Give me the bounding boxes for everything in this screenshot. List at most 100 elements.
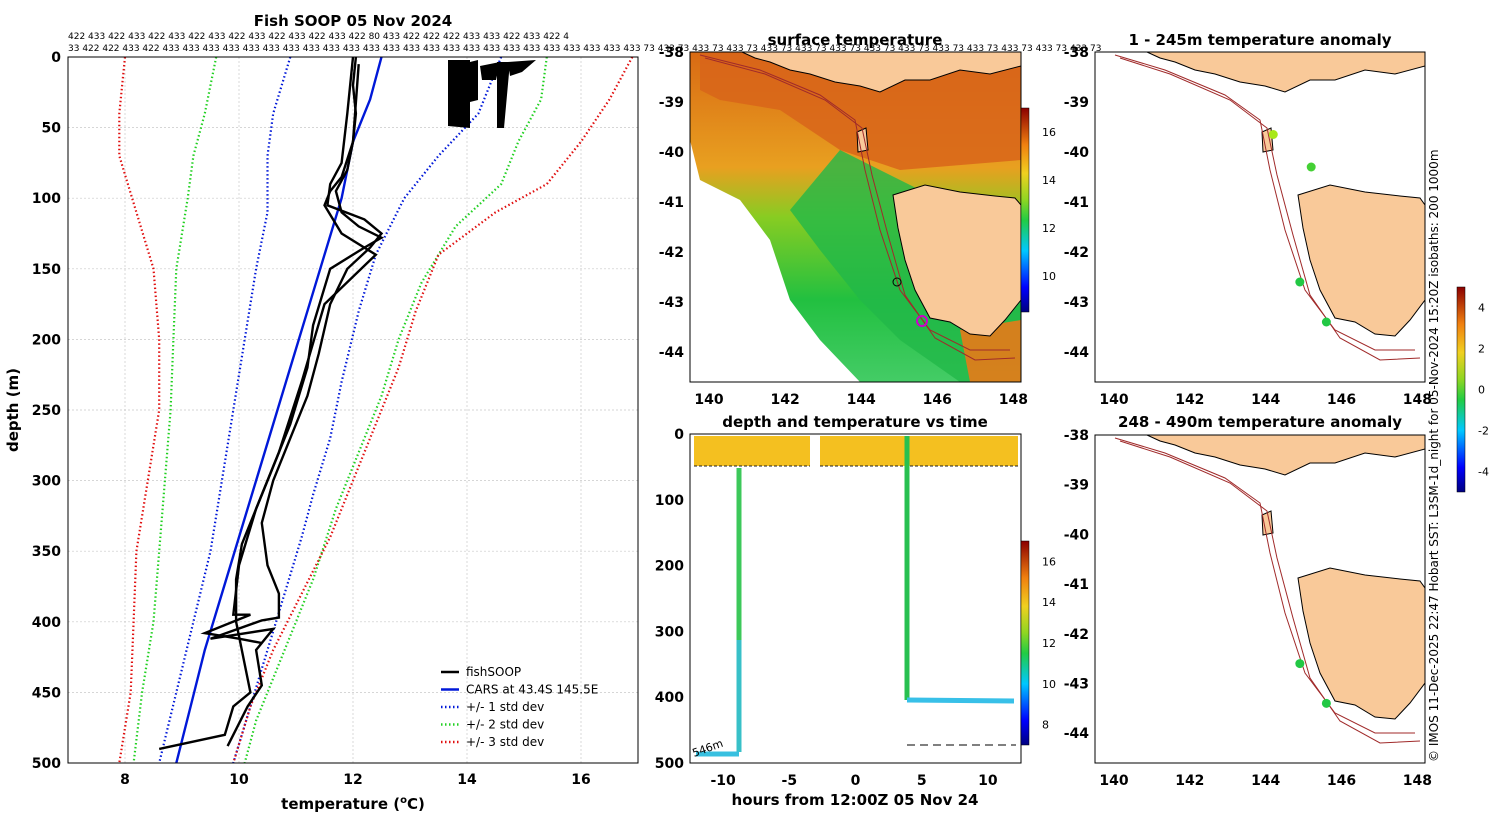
profile-ytick-label: 400 <box>32 615 61 631</box>
depth-time-xtick-label: -10 <box>710 773 736 789</box>
map-xtick-label: 148 <box>999 392 1028 408</box>
profile-ytick-label: 50 <box>42 121 62 137</box>
anomaly-deep-map <box>1114 435 1425 744</box>
sst-marker-position <box>892 277 902 287</box>
depth-time-ytick-label: 0 <box>674 427 684 443</box>
depth-time-colorbar-ticks: 8 10 12 14 16 <box>1042 555 1056 731</box>
sst-marker-cars <box>916 315 928 327</box>
map-xtick-label: 142 <box>1175 392 1204 408</box>
profile-ytick-label: 500 <box>32 756 61 772</box>
profile-series-line <box>232 57 634 763</box>
profile-series-line <box>118 57 161 763</box>
anomaly-point <box>1321 317 1331 327</box>
depth-time-ytick-label: 100 <box>655 493 684 509</box>
profile-top-labels-row1: 422 433 422 433 422 433 422 433 422 433 … <box>68 32 569 42</box>
map-ytick-label: -42 <box>1064 627 1089 643</box>
anomaly-shallow-panel: 1 - 245m temperature anomaly 140 142 144 14… <box>1064 31 1489 493</box>
profile-ytick-label: 200 <box>32 332 61 348</box>
depth-time-colorbar <box>1020 540 1030 746</box>
anomaly-point <box>1295 277 1305 287</box>
anomaly-colorbar-ticks: 4 2 0 -2 -4 <box>1478 302 1489 479</box>
colorbar-tick-label: -2 <box>1478 425 1489 438</box>
profile-frame <box>67 56 639 764</box>
map-ytick-label: -39 <box>659 95 684 111</box>
profile-xtick-label: 10 <box>229 772 249 788</box>
depth-time-data: 546m <box>691 436 1018 760</box>
profile-panel: Fish SOOP 05 Nov 2024 422 433 422 433 42… <box>4 12 1101 813</box>
anomaly-point <box>1268 130 1278 139</box>
anomaly-shallow-title: 1 - 245m temperature anomaly <box>1128 31 1391 49</box>
depth-time-title: depth and temperature vs time <box>722 413 988 431</box>
profile-legend: fishSOOP CARS at 43.4S 145.5E +/- 1 std de… <box>441 665 598 749</box>
colorbar-tick-label: 10 <box>1042 678 1056 691</box>
depth-time-xtick-label: 10 <box>978 773 998 789</box>
profile-series-line <box>175 57 383 763</box>
sst-map-ticks: 140 142 144 146 148 -38 -39 -40 -41 -42 -43 -44 <box>659 45 1028 408</box>
profile-xtick-label: 14 <box>457 772 477 788</box>
map-xtick-label: 146 <box>923 392 952 408</box>
colorbar-tick-label: 2 <box>1478 343 1485 356</box>
bottom-track-2 <box>906 697 1015 704</box>
map-ytick-label: -44 <box>659 345 685 361</box>
map-xtick-label: 140 <box>1099 392 1128 408</box>
colorbar-tick-label: 10 <box>1042 270 1056 283</box>
map-xtick-label: 140 <box>1099 773 1128 789</box>
sst-field <box>690 52 1021 382</box>
legend-label: fishSOOP <box>466 665 521 679</box>
depth-time-xlabel: hours from 12:00Z 05 Nov 24 <box>732 791 979 809</box>
depth-time-ytick-label: 500 <box>655 756 684 772</box>
colorbar-tick-label: 4 <box>1478 302 1485 315</box>
profile-series-line <box>232 57 503 763</box>
profile-series-line <box>243 57 548 763</box>
profile-xtick-label: 12 <box>343 772 362 788</box>
colorbar-tick-label: -4 <box>1478 466 1489 479</box>
profile-grid <box>68 56 638 764</box>
anomaly-deep-title: 248 - 490m temperature anomaly <box>1118 413 1402 431</box>
map-ytick-label: -44 <box>1064 345 1090 361</box>
legend-label: +/- 1 std dev <box>466 700 544 714</box>
anomaly-deep-frame <box>1094 434 1426 764</box>
profile-ytick-label: 250 <box>32 403 61 419</box>
map-xtick-label: 146 <box>1327 392 1356 408</box>
profile-title: Fish SOOP 05 Nov 2024 <box>254 12 452 30</box>
anomaly-point <box>1321 698 1331 708</box>
profile-xtick-label: 8 <box>120 772 130 788</box>
depth-time-panel: depth and temperature vs time 546m -10 -5… <box>655 413 1056 809</box>
map-ytick-label: -38 <box>1064 428 1089 444</box>
sst-colorbar <box>1020 107 1030 313</box>
depth-time-xtick-label: -5 <box>782 773 798 789</box>
map-ytick-label: -43 <box>1064 676 1089 692</box>
map-ytick-label: -40 <box>1064 527 1090 543</box>
surface-band-2 <box>820 436 1018 466</box>
map-xtick-label: 144 <box>847 392 876 408</box>
profile-series-line <box>158 57 385 751</box>
map-ytick-label: -40 <box>659 145 685 161</box>
colorbar-tick-label: 0 <box>1478 384 1485 397</box>
depth-time-ytick-label: 300 <box>655 624 684 640</box>
map-ytick-label: -43 <box>1064 295 1089 311</box>
depth-time-xtick-label: 5 <box>917 773 927 789</box>
map-ytick-label: -41 <box>1064 195 1089 211</box>
profile-series-line <box>132 57 218 763</box>
colorbar-tick-label: 16 <box>1042 555 1056 568</box>
map-xtick-label: 144 <box>1251 773 1280 789</box>
depth-time-ytick-label: 400 <box>655 690 684 706</box>
legend-label: CARS at 43.4S 145.5E <box>466 683 598 697</box>
profile-surface-casts <box>448 60 536 128</box>
anomaly-deep-ticks: 140 142 144 146 148 -38 -39 -40 -41 -42 -43 -44 <box>1064 428 1432 789</box>
sst-isobath-200 <box>699 54 1010 351</box>
map-xtick-label: 144 <box>1251 392 1280 408</box>
anomaly-point <box>1295 659 1305 669</box>
legend-label: +/- 2 std dev <box>466 718 544 732</box>
sst-land-mainland <box>741 52 1021 93</box>
profile-ytick-label: 450 <box>32 685 61 701</box>
sst-isobath-1000 <box>704 57 1016 361</box>
profile-ytick-label: 100 <box>32 191 61 207</box>
anomaly-deep-panel: 248 - 490m temperature anomaly 140 142 144… <box>1064 413 1432 789</box>
profile-top-labels-row2: 33 422 422 433 422 433 433 433 433 433 4… <box>68 44 1101 54</box>
profile-ticks: 8 10 12 14 16 0 50 100 150 200 250 300 350 400 450 500 <box>32 50 591 788</box>
profile-ytick-label: 350 <box>32 544 61 560</box>
surface-band-1 <box>694 436 810 466</box>
